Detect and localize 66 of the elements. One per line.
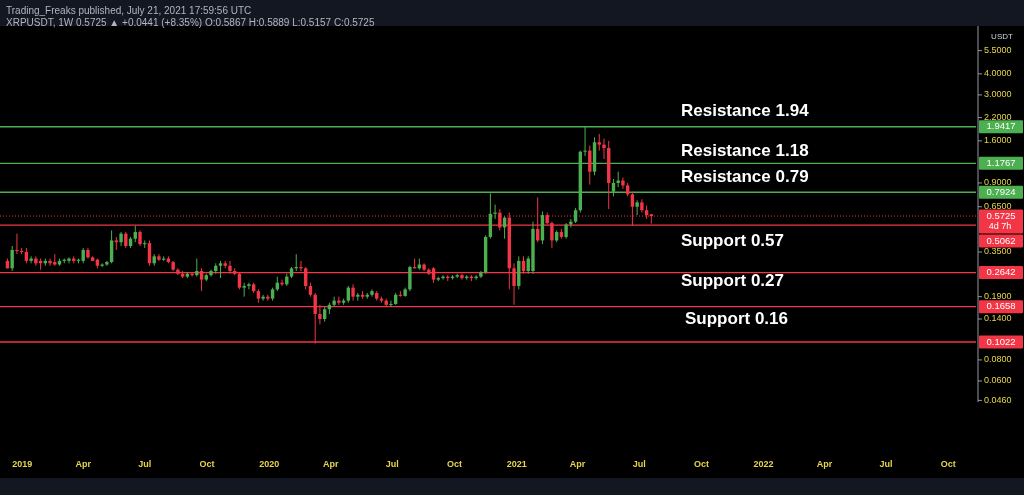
candlestick [48,258,52,267]
candlestick [261,294,265,302]
x-tick-label: Oct [940,459,956,470]
candlestick [332,296,336,308]
candlestick [351,283,355,302]
x-tick-label: Apr [816,459,833,470]
annotation: Support 0.57 [681,231,784,251]
y-tick-label: 0.9000 [984,177,1012,188]
x-tick-label: Oct [447,459,463,470]
candlestick [602,138,606,160]
candlestick [15,233,19,255]
x-tick-label: 2022 [753,459,774,470]
y-tick-label: 1.6000 [984,135,1012,146]
annotation: Resistance 0.79 [681,167,809,187]
ref-line-label: 0.1658 [986,300,1016,312]
y-tick-label: 0.1400 [984,313,1012,324]
ref-line-label: 0.5062 [986,234,1016,246]
text: Trading_Freaks published, July 21, 2021 17:59:56 UTC [6,4,252,16]
y-tick-label: 0.0600 [984,375,1012,386]
x-tick-label: Jul [138,459,152,470]
candlestick [10,245,14,272]
x-tick-label: 2019 [12,459,33,470]
x-tick-label: 2021 [506,459,527,470]
text: USDT [991,32,1013,42]
annotation: Support 0.16 [685,309,788,329]
candlestick [195,258,199,278]
y-tick-label: 0.1900 [984,291,1012,302]
candlestick [635,199,639,216]
candlestick [389,300,393,308]
y-tick-label: 4.0000 [984,68,1012,79]
candlestick [408,265,412,292]
text: 4d 7h [988,221,1012,232]
candlestick [621,176,625,190]
candlestick [370,288,374,298]
ref-line-label: 0.2642 [986,266,1016,278]
annotation: Support 0.27 [681,271,784,291]
x-tick-label: Oct [693,459,709,470]
y-tick-label: 5.5000 [984,44,1012,55]
x-tick-label: Apr [75,459,92,470]
y-tick-label: 0.0460 [984,394,1012,405]
candlestick [640,198,644,214]
y-tick-label: 2.2000 [984,111,1012,122]
x-tick-label: Oct [199,459,215,470]
x-tick-label: Jul [632,459,646,470]
candlestick [493,204,497,220]
x-tick-label: 2020 [259,459,280,470]
y-tick-label: 0.3500 [984,246,1012,257]
annotation: Resistance 1.18 [681,141,809,161]
x-tick-label: Apr [322,459,339,470]
candlestick [29,255,33,264]
ref-line-label: 1.1767 [986,156,1016,168]
x-tick-label: Apr [569,459,586,470]
y-tick-label: 0.0800 [984,354,1012,365]
annotation: Resistance 1.94 [681,101,810,121]
ref-line-label: 1.9417 [986,120,1016,132]
annotation: XRPUSDT, 1W 0.5725 ▲ +0.0441 (+8.35%) O:0.5867 H:0.5889 L:0.5157 C:0.5725 [6,16,375,28]
ref-line-label: 0.5725 [986,209,1016,221]
x-tick-label: Jul [879,459,893,470]
ref-line-label: 0.1022 [986,335,1016,347]
candlestick [100,262,104,268]
y-tick-label: 3.0000 [984,89,1012,100]
candlestick [247,282,251,290]
ref-line-label: 0.7924 [986,185,1016,197]
x-tick-label: Jul [385,459,399,470]
y-tick-label: 0.6500 [984,201,1012,212]
candlestick [67,256,71,264]
